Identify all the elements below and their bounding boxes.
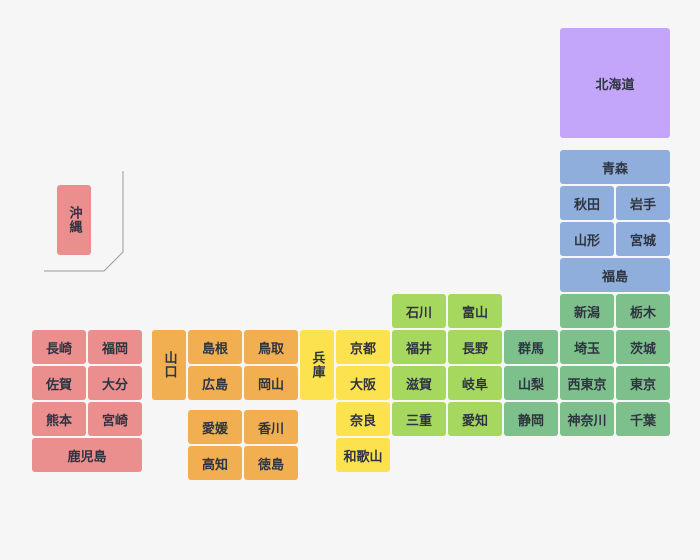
pref-akita[interactable]: 秋田 — [560, 186, 614, 220]
pref-fukui[interactable]: 福井 — [392, 330, 446, 364]
pref-aichi[interactable]: 愛知 — [448, 402, 502, 436]
pref-tochigi[interactable]: 栃木 — [616, 294, 670, 328]
pref-tottori[interactable]: 鳥取 — [244, 330, 298, 364]
pref-yamaguchi[interactable]: 山口 — [152, 330, 186, 400]
pref-kanagawa[interactable]: 神奈川 — [560, 402, 614, 436]
pref-kochi[interactable]: 高知 — [188, 446, 242, 480]
pref-kagawa[interactable]: 香川 — [244, 410, 298, 444]
pref-nagasaki[interactable]: 長崎 — [32, 330, 86, 364]
pref-miyazaki[interactable]: 宮崎 — [88, 402, 142, 436]
pref-ibaraki[interactable]: 茨城 — [616, 330, 670, 364]
pref-iwate[interactable]: 岩手 — [616, 186, 670, 220]
pref-aomori[interactable]: 青森 — [560, 150, 670, 184]
pref-fukushima[interactable]: 福島 — [560, 258, 670, 292]
pref-hokkaido[interactable]: 北海道 — [560, 28, 670, 138]
pref-kagoshima[interactable]: 鹿児島 — [32, 438, 142, 472]
pref-tokyo[interactable]: 東京 — [616, 366, 670, 400]
pref-wakayama[interactable]: 和歌山 — [336, 438, 390, 472]
pref-yamanashi[interactable]: 山梨 — [504, 366, 558, 400]
pref-shimane[interactable]: 島根 — [188, 330, 242, 364]
pref-niigata[interactable]: 新潟 — [560, 294, 614, 328]
pref-ishikawa[interactable]: 石川 — [392, 294, 446, 328]
pref-kyoto[interactable]: 京都 — [336, 330, 390, 364]
pref-tokushima[interactable]: 徳島 — [244, 446, 298, 480]
pref-ehime[interactable]: 愛媛 — [188, 410, 242, 444]
pref-hyogo[interactable]: 兵庫 — [300, 330, 334, 400]
pref-toyama[interactable]: 富山 — [448, 294, 502, 328]
pref-okinawa[interactable]: 沖縄 — [57, 185, 91, 255]
pref-mie[interactable]: 三重 — [392, 402, 446, 436]
pref-okayama[interactable]: 岡山 — [244, 366, 298, 400]
pref-shiga[interactable]: 滋賀 — [392, 366, 446, 400]
pref-kumamoto[interactable]: 熊本 — [32, 402, 86, 436]
pref-nagano[interactable]: 長野 — [448, 330, 502, 364]
pref-yamagata[interactable]: 山形 — [560, 222, 614, 256]
pref-gifu[interactable]: 岐阜 — [448, 366, 502, 400]
pref-osaka[interactable]: 大阪 — [336, 366, 390, 400]
pref-chiba[interactable]: 千葉 — [616, 402, 670, 436]
pref-miyagi[interactable]: 宮城 — [616, 222, 670, 256]
pref-saga[interactable]: 佐賀 — [32, 366, 86, 400]
pref-oita[interactable]: 大分 — [88, 366, 142, 400]
pref-nishi-tokyo[interactable]: 西東京 — [560, 366, 614, 400]
pref-nara[interactable]: 奈良 — [336, 402, 390, 436]
pref-saitama[interactable]: 埼玉 — [560, 330, 614, 364]
pref-gunma[interactable]: 群馬 — [504, 330, 558, 364]
pref-fukuoka[interactable]: 福岡 — [88, 330, 142, 364]
pref-shizuoka[interactable]: 静岡 — [504, 402, 558, 436]
pref-hiroshima[interactable]: 広島 — [188, 366, 242, 400]
